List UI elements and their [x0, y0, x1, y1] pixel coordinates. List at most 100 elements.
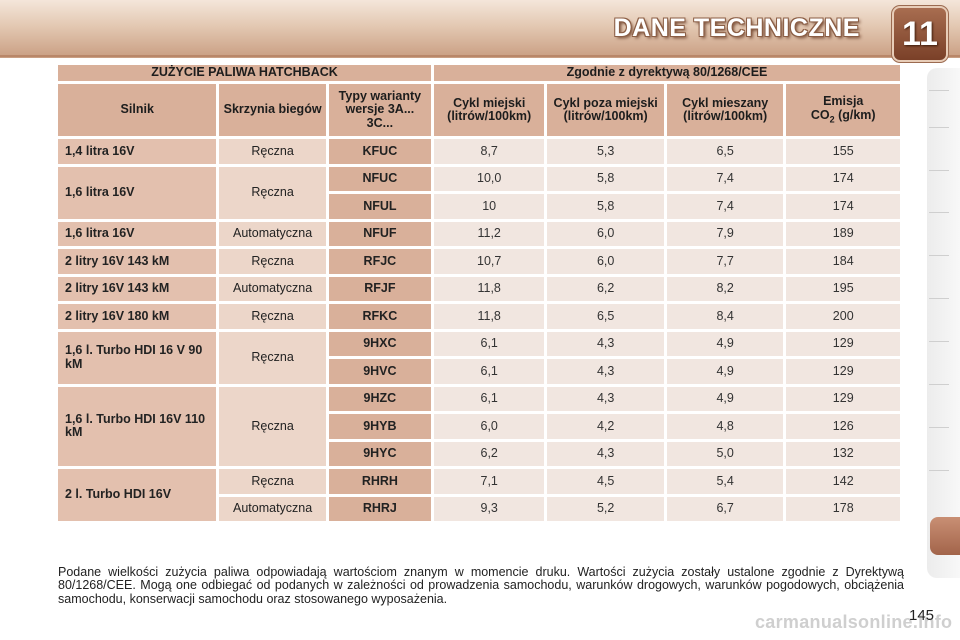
engine-cell: 2 litry 16V 143 kM: [58, 276, 217, 301]
extra-urban-cell: 4,3: [547, 331, 664, 356]
variant-code-cell: 9HXC: [328, 331, 431, 356]
table-row: 1,6 litra 16V Ręczna NFUC 10,0 5,8 7,4 1…: [58, 166, 900, 219]
tab-divider: [929, 212, 949, 213]
column-header-emission: Emisja CO2 (g/km): [786, 84, 900, 136]
gearbox-cell: Ręczna: [219, 469, 326, 494]
co2-cell: 195: [786, 276, 900, 301]
engine-cell: 2 l. Turbo HDI 16V: [58, 469, 217, 521]
co2-cell: 184: [786, 249, 900, 274]
urban-cell: 6,1: [434, 359, 545, 384]
extra-urban-cell: 5,3: [547, 139, 664, 164]
combined-cell: 8,4: [666, 304, 784, 329]
co2-cell: 174: [786, 166, 900, 191]
variant-code-cell: NFUC: [328, 166, 431, 191]
chapter-tab-strip: [927, 68, 960, 578]
co2-cell: 132: [786, 441, 900, 466]
extra-urban-cell: 5,8: [547, 194, 664, 219]
extra-urban-cell: 4,3: [547, 359, 664, 384]
emission-unit: (g/km): [834, 107, 876, 122]
co2-cell: 142: [786, 469, 900, 494]
combined-cell: 6,7: [666, 496, 784, 521]
extra-urban-cell: 4,3: [547, 386, 664, 411]
emission-co: CO: [810, 107, 830, 122]
combined-cell: 4,9: [666, 386, 784, 411]
tab-divider: [929, 470, 949, 471]
column-header-variants: Typy warianty wersje 3A... 3C...: [328, 84, 431, 136]
table-row: 2 l. Turbo HDI 16V Ręczna RHRH 7,1 4,5 5…: [58, 469, 900, 521]
co2-cell: 189: [786, 221, 900, 246]
column-header-extra-urban: Cykl poza miejski (litrów/100km): [547, 84, 664, 136]
urban-cell: 11,2: [434, 221, 545, 246]
urban-cell: 10: [434, 194, 545, 219]
combined-cell: 7,7: [666, 249, 784, 274]
engine-cell: 1,6 l. Turbo HDI 16V 110 kM: [58, 386, 217, 466]
tab-divider: [929, 255, 949, 256]
urban-cell: 6,2: [434, 441, 545, 466]
page-number: 145: [909, 607, 935, 624]
urban-cell: 6,0: [434, 414, 545, 439]
co2-cell: 200: [786, 304, 900, 329]
co2-cell: 178: [786, 496, 900, 521]
combined-cell: 5,4: [666, 469, 784, 494]
gearbox-cell: Ręczna: [219, 249, 326, 274]
table-row: 2 litry 16V 143 kM Ręczna RFJC 10,7 6,0 …: [58, 249, 900, 274]
combined-cell: 7,9: [666, 221, 784, 246]
table-row: 2 litry 16V 143 kM Automatyczna RFJF 11,…: [58, 276, 900, 301]
table-row: 1,6 l. Turbo HDI 16V 110 kM Ręczna 9HZC …: [58, 386, 900, 466]
variant-code-cell: 9HYC: [328, 441, 431, 466]
urban-cell: 7,1: [434, 469, 545, 494]
table-row: 9HYB 6,0 4,2 4,8 126: [58, 414, 900, 439]
chapter-number: 11: [902, 14, 938, 53]
variant-code-cell: RHRH: [328, 469, 431, 494]
extra-urban-cell: 6,2: [547, 276, 664, 301]
combined-cell: 5,0: [666, 441, 784, 466]
gearbox-cell: Ręczna: [219, 331, 326, 384]
table-row: 9HYC 6,2 4,3 5,0 132: [58, 441, 900, 466]
header-divider: [0, 55, 960, 57]
table-row: 2 litry 16V 180 kM Ręczna RFKC 11,8 6,5 …: [58, 304, 900, 329]
urban-cell: 11,8: [434, 304, 545, 329]
combined-cell: 7,4: [666, 166, 784, 191]
footnote-text: Podane wielkości zużycia paliwa odpowiad…: [58, 565, 904, 606]
gearbox-cell: Ręczna: [219, 139, 326, 164]
co2-cell: 129: [786, 331, 900, 356]
page-title: DANE TECHNICZNE: [613, 14, 860, 42]
combined-cell: 4,9: [666, 359, 784, 384]
table-row: NFUL 10 5,8 7,4 174: [58, 194, 900, 219]
gearbox-cell: Automatyczna: [219, 276, 326, 301]
tab-divider: [929, 127, 949, 128]
co2-cell: 126: [786, 414, 900, 439]
tab-divider: [929, 341, 949, 342]
tab-divider: [929, 90, 949, 91]
column-header-gearbox: Skrzynia biegów: [219, 84, 326, 136]
variant-code-cell: KFUC: [328, 139, 431, 164]
emission-label: Emisja: [823, 94, 864, 109]
extra-urban-cell: 4,2: [547, 414, 664, 439]
co2-cell: 174: [786, 194, 900, 219]
co2-cell: 155: [786, 139, 900, 164]
engine-cell: 2 litry 16V 180 kM: [58, 304, 217, 329]
extra-urban-cell: 6,0: [547, 221, 664, 246]
co2-cell: 129: [786, 359, 900, 384]
engine-cell: 1,6 litra 16V: [58, 221, 217, 246]
variant-code-cell: NFUL: [328, 194, 431, 219]
chapter-tab-active[interactable]: [930, 517, 960, 555]
engine-cell: 2 litry 16V 143 kM: [58, 249, 217, 274]
table-row: Automatyczna RHRJ 9,3 5,2 6,7 178: [58, 496, 900, 521]
gearbox-cell: Automatyczna: [219, 496, 326, 521]
combined-cell: 8,2: [666, 276, 784, 301]
engine-cell: 1,6 l. Turbo HDI 16 V 90 kM: [58, 331, 217, 384]
variant-code-cell: RFKC: [328, 304, 431, 329]
urban-cell: 8,7: [434, 139, 545, 164]
fuel-consumption-table: ZUŻYCIE PALIWA HATCHBACK Zgodnie z dyrek…: [55, 62, 903, 524]
chapter-badge[interactable]: 11: [894, 8, 946, 60]
table-directive: Zgodnie z dyrektywą 80/1268/CEE: [434, 65, 900, 81]
combined-cell: 7,4: [666, 194, 784, 219]
variant-code-cell: NFUF: [328, 221, 431, 246]
urban-cell: 6,1: [434, 386, 545, 411]
engine-cell: 1,6 litra 16V: [58, 166, 217, 219]
engine-cell: 1,4 litra 16V: [58, 139, 217, 164]
emission-subscript: 2: [829, 114, 835, 125]
table-row: 1,6 litra 16V Automatyczna NFUF 11,2 6,0…: [58, 221, 900, 246]
variant-code-cell: RFJF: [328, 276, 431, 301]
